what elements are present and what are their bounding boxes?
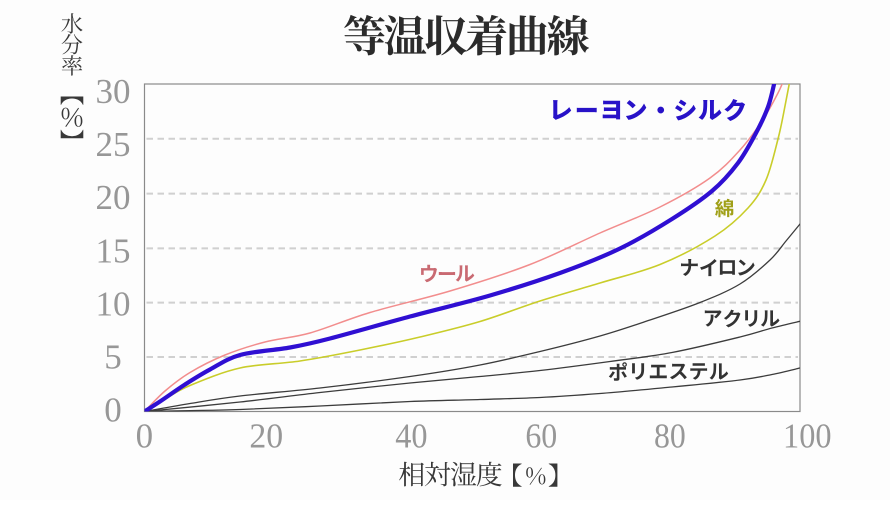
svg-text:30: 30 — [96, 72, 131, 111]
svg-text:5: 5 — [104, 338, 122, 377]
svg-text:10: 10 — [96, 284, 131, 323]
svg-text:25: 25 — [96, 125, 131, 164]
svg-text:80: 80 — [654, 417, 686, 456]
svg-text:20: 20 — [249, 417, 283, 456]
svg-text:100: 100 — [783, 417, 832, 456]
svg-text:0: 0 — [136, 417, 154, 456]
svg-text:60: 60 — [525, 417, 557, 456]
svg-text:0: 0 — [104, 391, 122, 430]
svg-text:40: 40 — [395, 417, 427, 456]
svg-text:20: 20 — [96, 178, 131, 217]
svg-text:15: 15 — [96, 231, 131, 270]
